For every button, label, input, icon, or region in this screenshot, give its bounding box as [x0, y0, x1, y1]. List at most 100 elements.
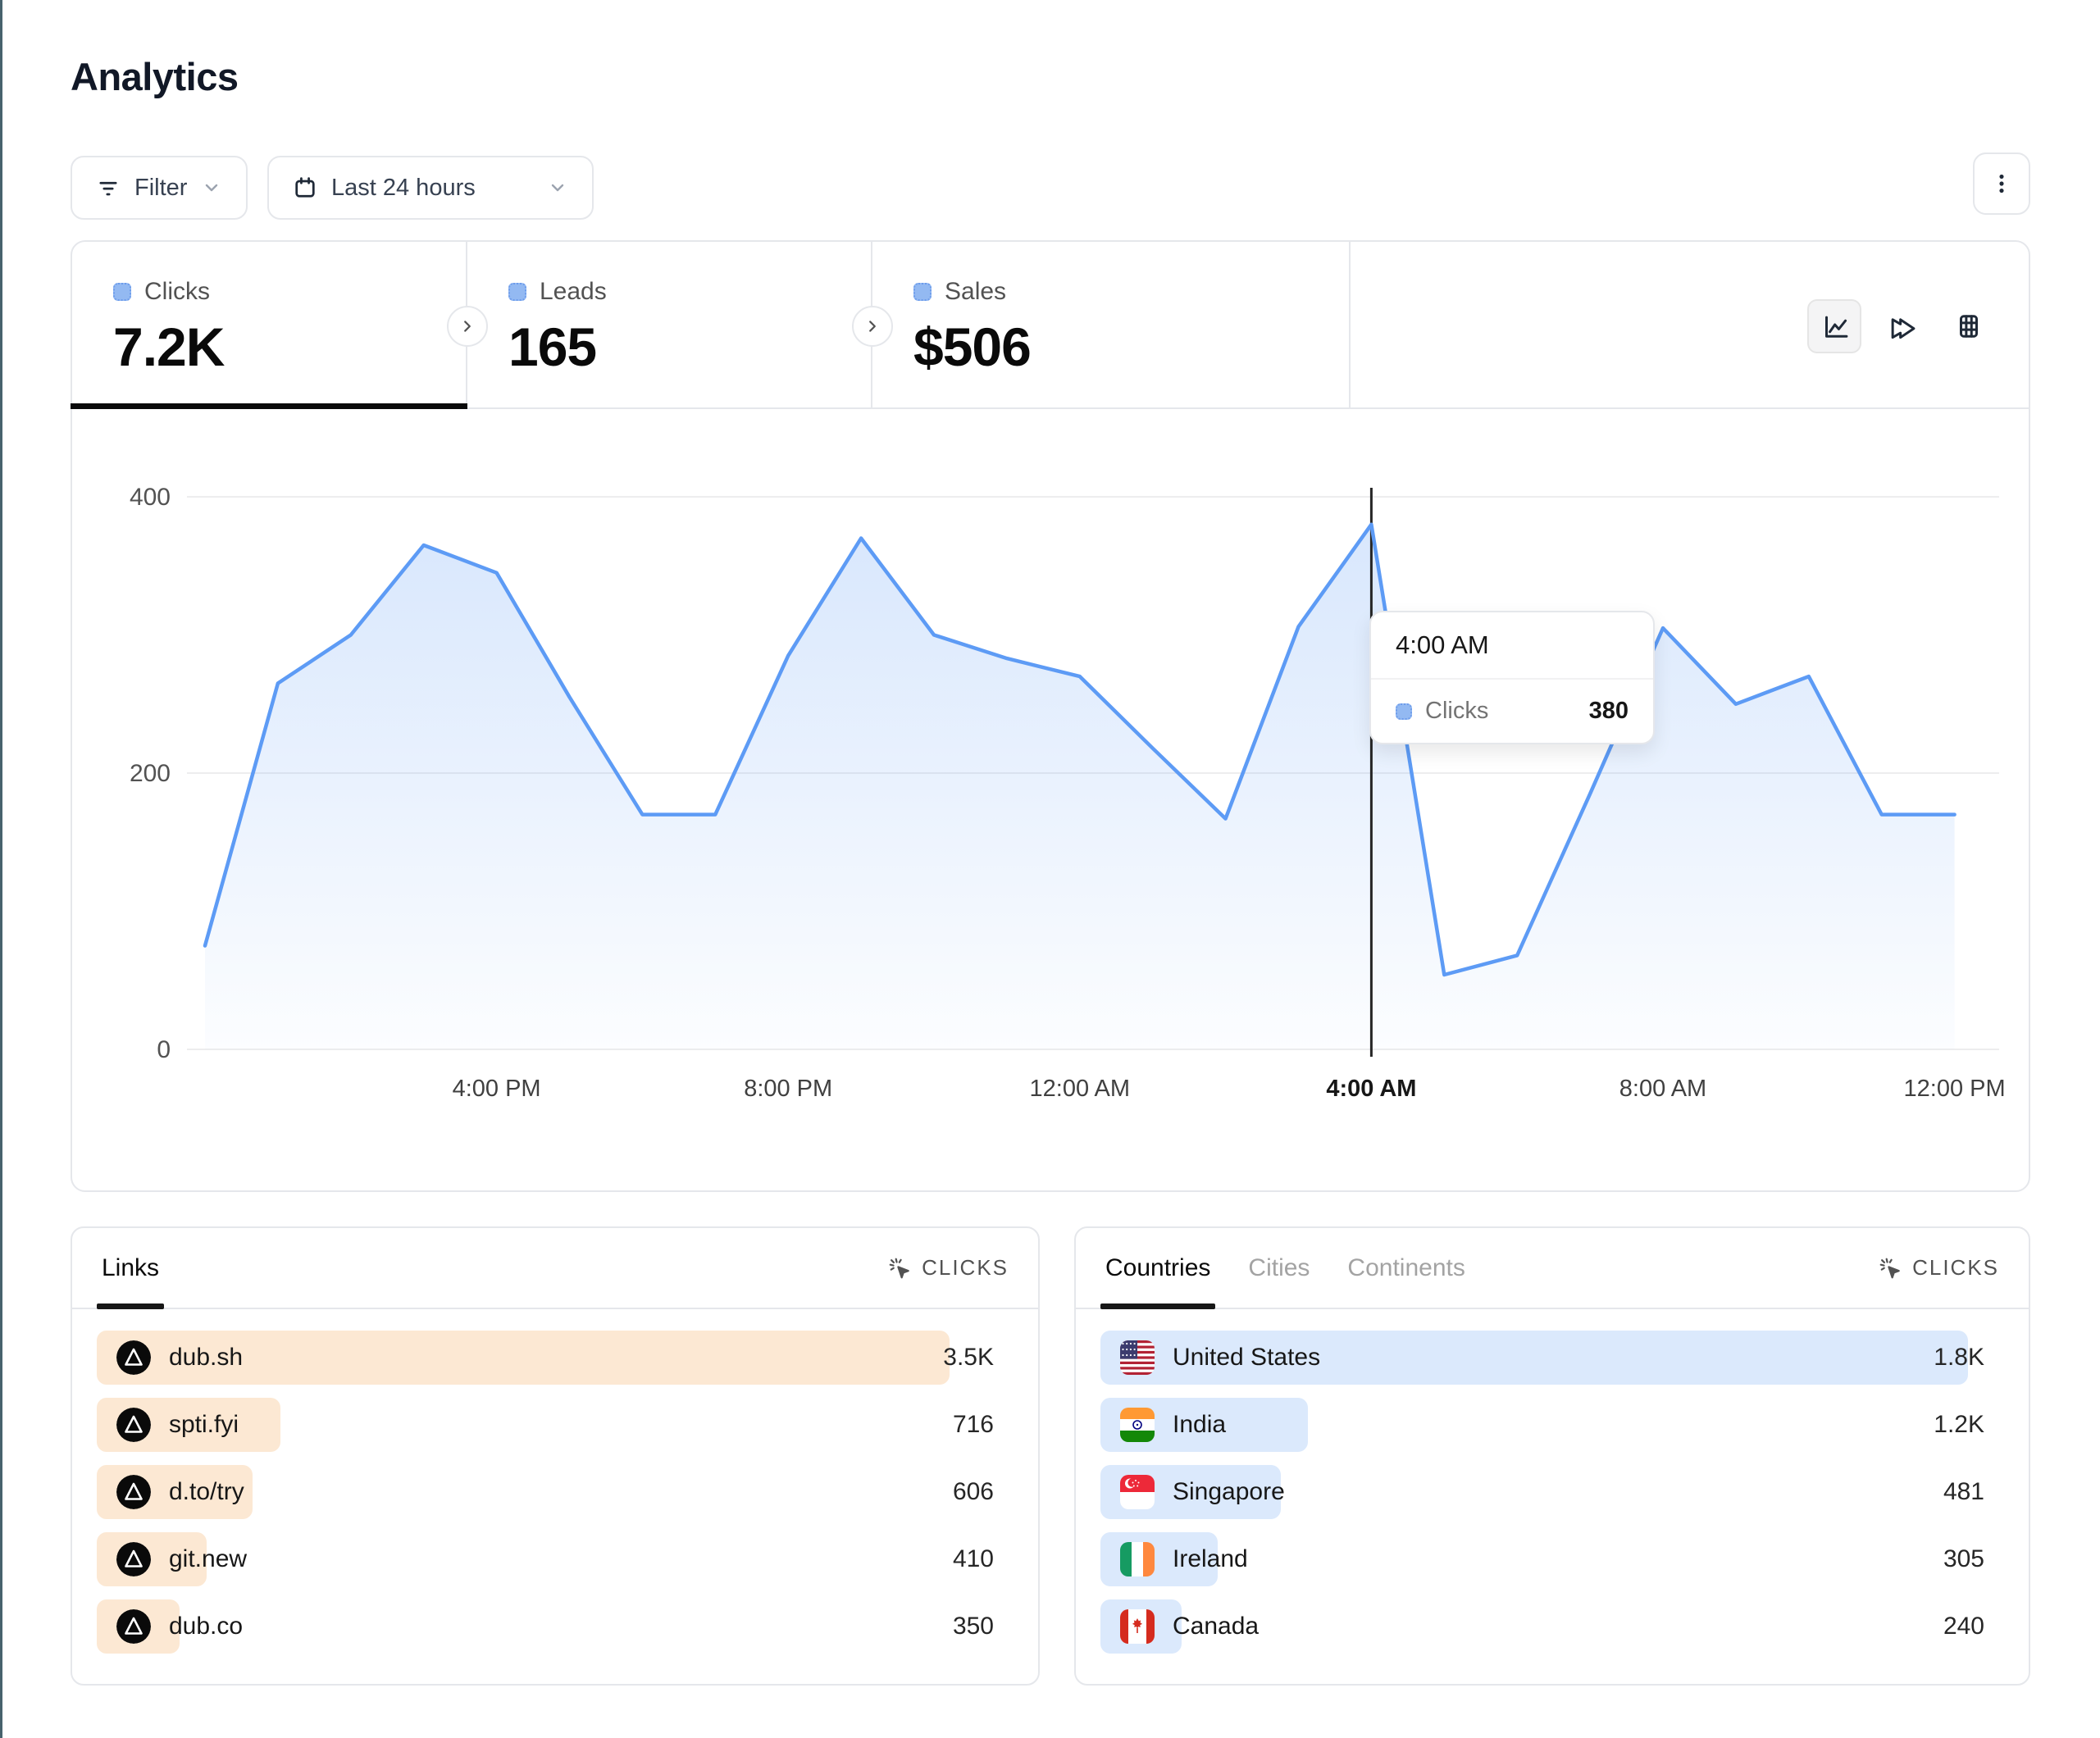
row-value: 1.2K: [1934, 1411, 1984, 1438]
funnel-chart-icon: [1886, 311, 1917, 342]
chevron-down-icon: [200, 176, 223, 199]
more-options-button[interactable]: [1973, 152, 2030, 215]
country-row[interactable]: India 1.2K: [1100, 1398, 2004, 1452]
table-view-icon: [1953, 311, 1984, 342]
clicks-series-line: [203, 522, 1957, 977]
clicks-series-marker: [1396, 703, 1412, 720]
country-row[interactable]: Ireland 305: [1100, 1532, 2004, 1586]
y-axis-tick: 400: [130, 484, 171, 511]
country-row[interactable]: Canada 240: [1100, 1599, 2004, 1654]
stat-value: 7.2K: [113, 316, 225, 377]
expand-clicks-button[interactable]: [447, 306, 488, 347]
dub-logo-icon: [116, 1408, 151, 1442]
value-bar: [97, 1331, 950, 1385]
countries-list: United States 1.8K India 1.2K Singapore 481 Ir…: [1076, 1309, 2029, 1675]
y-axis-tick: 0: [157, 1036, 171, 1063]
tooltip-value: 380: [1588, 698, 1629, 724]
row-value: 481: [1943, 1478, 1984, 1505]
row-name: spti.fyi: [169, 1411, 239, 1438]
leads-series-marker: [508, 283, 526, 301]
filter-button-label: Filter: [134, 174, 188, 201]
y-axis-tick: 200: [130, 760, 171, 787]
x-axis-tick: 8:00 PM: [744, 1076, 832, 1102]
line-chart-view-button[interactable]: [1807, 299, 1861, 353]
countries-metric[interactable]: CLICKS: [1878, 1255, 1999, 1281]
row-name: git.new: [169, 1545, 248, 1572]
tooltip-time: 4:00 AM: [1371, 612, 1653, 680]
country-row[interactable]: United States 1.8K: [1100, 1331, 2004, 1385]
links-panel-header: Links CLICKS: [72, 1228, 1038, 1309]
row-name: dub.co: [169, 1613, 244, 1640]
dub-logo-icon: [116, 1609, 151, 1644]
stat-label: Leads: [540, 278, 607, 305]
stat-value: 165: [508, 316, 597, 377]
x-axis-tick: 12:00 AM: [1030, 1076, 1131, 1102]
row-value: 240: [1943, 1613, 1984, 1640]
value-bar: [1100, 1331, 1968, 1385]
links-panel: Links CLICKS dub.sh 3.5K spti.fyi 716 d.to/t…: [71, 1226, 1040, 1686]
window-edge-strip: [0, 0, 2, 1738]
row-name: Singapore: [1173, 1478, 1285, 1505]
expand-leads-button[interactable]: [852, 306, 893, 347]
tab-countries[interactable]: Countries: [1100, 1228, 1216, 1309]
row-value: 410: [952, 1545, 994, 1572]
row-name: dub.sh: [169, 1344, 244, 1371]
date-range-label: Last 24 hours: [331, 174, 476, 201]
row-value: 606: [952, 1478, 994, 1505]
dub-logo-icon: [116, 1475, 151, 1509]
date-range-button[interactable]: Last 24 hours: [267, 156, 594, 220]
ie-flag-icon: [1120, 1542, 1155, 1576]
table-view-button[interactable]: [1942, 299, 1996, 353]
chevron-right-icon: [457, 316, 478, 337]
page-title: Analytics: [71, 55, 239, 98]
countries-panel-header: Countries Cities Continents CLICKS: [1076, 1228, 2029, 1309]
cursor-click-icon: [1878, 1256, 1902, 1281]
tooltip-series-label: Clicks: [1425, 698, 1489, 724]
link-row[interactable]: d.to/try 606: [97, 1465, 1014, 1519]
links-metric-label: CLICKS: [922, 1255, 1009, 1280]
row-value: 1.8K: [1934, 1344, 1984, 1371]
value-bar: [97, 1532, 207, 1586]
chevron-right-icon: [862, 316, 883, 337]
x-axis-tick: 4:00 PM: [453, 1076, 541, 1102]
countries-panel: Countries Cities Continents CLICKS Unite…: [1074, 1226, 2030, 1686]
country-row[interactable]: Singapore 481: [1100, 1465, 2004, 1519]
link-row[interactable]: dub.co 350: [97, 1599, 1014, 1654]
stat-tab-sales[interactable]: Sales $506: [872, 242, 1351, 407]
filter-icon: [95, 175, 121, 201]
clicks-area-chart[interactable]: 0 200 400 4:00 PM 8:00 PM 12:00 AM 4:00 AM 8:00…: [72, 409, 2029, 1190]
value-bar: [1100, 1532, 1219, 1586]
us-flag-icon: [1120, 1340, 1155, 1375]
area-fill: [205, 524, 1955, 1049]
sg-flag-icon: [1120, 1475, 1155, 1509]
analytics-card: Clicks 7.2K Leads 165 Sales $506: [71, 240, 2030, 1192]
links-metric[interactable]: CLICKS: [887, 1255, 1009, 1281]
stats-tabs-row: Clicks 7.2K Leads 165 Sales $506: [71, 242, 2029, 409]
link-row[interactable]: git.new 410: [97, 1532, 1014, 1586]
link-row[interactable]: spti.fyi 716: [97, 1398, 1014, 1452]
sales-series-marker: [913, 283, 932, 301]
clicks-series-marker: [113, 283, 131, 301]
stat-tab-clicks[interactable]: Clicks 7.2K: [71, 242, 467, 409]
tab-links[interactable]: Links: [96, 1228, 165, 1309]
links-list: dub.sh 3.5K spti.fyi 716 d.to/try 606 git.new 4…: [72, 1309, 1038, 1675]
stat-tab-leads[interactable]: Leads 165: [467, 242, 872, 407]
countries-metric-label: CLICKS: [1912, 1255, 1999, 1280]
stat-label: Clicks: [144, 278, 210, 305]
funnel-chart-view-button[interactable]: [1875, 299, 1929, 353]
filter-button[interactable]: Filter: [71, 156, 248, 220]
row-value: 305: [1943, 1545, 1984, 1572]
tab-cities[interactable]: Cities: [1248, 1253, 1310, 1281]
row-name: India: [1173, 1411, 1227, 1438]
chart-view-toggle: [1807, 299, 1996, 353]
x-axis-tick: 12:00 PM: [1904, 1076, 2006, 1102]
dub-logo-icon: [116, 1542, 151, 1576]
tab-continents[interactable]: Continents: [1347, 1253, 1465, 1281]
link-row[interactable]: dub.sh 3.5K: [97, 1331, 1014, 1385]
x-axis-tick: 8:00 AM: [1619, 1076, 1706, 1102]
chevron-down-icon: [546, 176, 569, 199]
line-chart-icon: [1819, 311, 1850, 342]
row-value: 3.5K: [943, 1344, 994, 1371]
in-flag-icon: [1120, 1408, 1155, 1442]
row-name: United States: [1173, 1344, 1321, 1371]
